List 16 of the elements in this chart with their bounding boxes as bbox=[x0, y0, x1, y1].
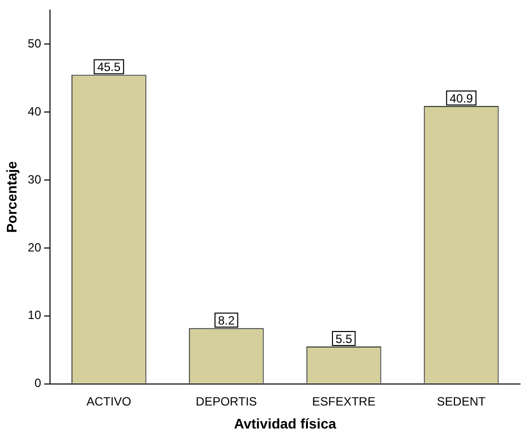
data-label: 8.2 bbox=[218, 313, 236, 328]
y-tick-label: 50 bbox=[28, 36, 42, 50]
y-axis-title: Porcentaje bbox=[3, 160, 20, 233]
data-label: 45.5 bbox=[97, 60, 121, 74]
y-tick-label: 30 bbox=[28, 172, 42, 186]
y-tick-label: 40 bbox=[28, 104, 42, 118]
data-label: 40.9 bbox=[450, 91, 474, 106]
x-tick-label: ACTIVO bbox=[86, 394, 132, 408]
y-tick-label: 20 bbox=[28, 240, 42, 254]
y-tick-label: 0 bbox=[34, 376, 42, 390]
x-tick-label: ESFEXTRE bbox=[312, 394, 376, 408]
y-tick-label: 10 bbox=[28, 308, 42, 322]
x-tick-label: DEPORTIS bbox=[196, 394, 257, 408]
data-label: 5.5 bbox=[335, 332, 352, 346]
x-axis-title: Avtividad física bbox=[234, 415, 336, 432]
x-tick-label: SEDENT bbox=[436, 394, 486, 408]
